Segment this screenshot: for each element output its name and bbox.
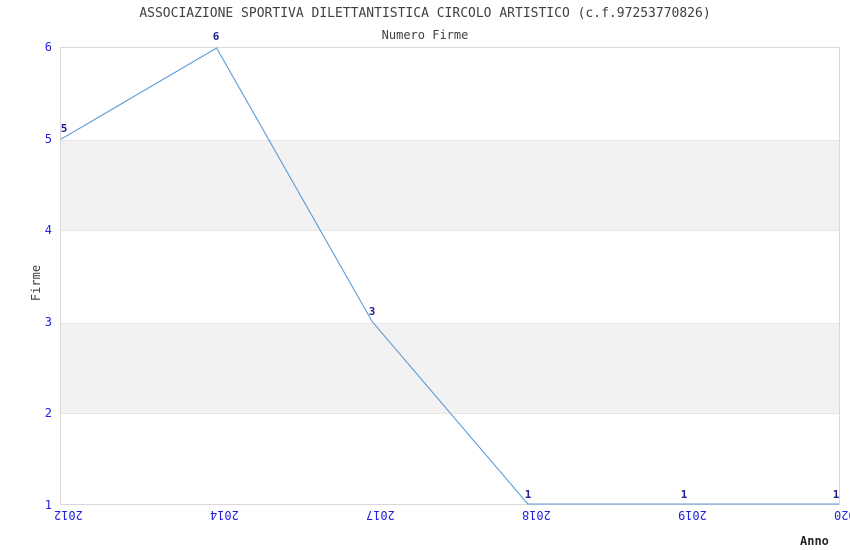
x-tick-2020: 2020 [834,508,850,522]
band-0 [61,139,839,232]
y-tick-6: 6 [44,40,52,54]
line-series-svg [60,47,839,505]
band-1 [61,322,839,415]
x-axis-label: Anno [800,534,829,548]
plot-area [60,47,840,505]
x-tick-2012: 2012 [54,508,83,522]
series-line-numero-firme [60,47,839,505]
x-axis-ticks: 2012 2014 2017 2018 2019 2020 [0,508,850,550]
y-axis-label: Firme [29,264,44,302]
y-tick-5: 5 [44,131,52,146]
chart-title: ASSOCIAZIONE SPORTIVA DILETTANTISTICA CI… [139,6,711,21]
x-tick-2019: 2019 [678,508,707,522]
x-tick-2017: 2017 [366,508,395,522]
y-tick-4: 4 [44,223,52,238]
x-tick-2014: 2014 [210,508,239,522]
chart-subtitle: Numero Firme [381,28,469,42]
y-tick-2: 2 [44,406,52,421]
x-tick-2018: 2018 [522,508,551,522]
y-tick-3: 3 [44,314,52,329]
y-tick-1: 1 [44,498,52,512]
